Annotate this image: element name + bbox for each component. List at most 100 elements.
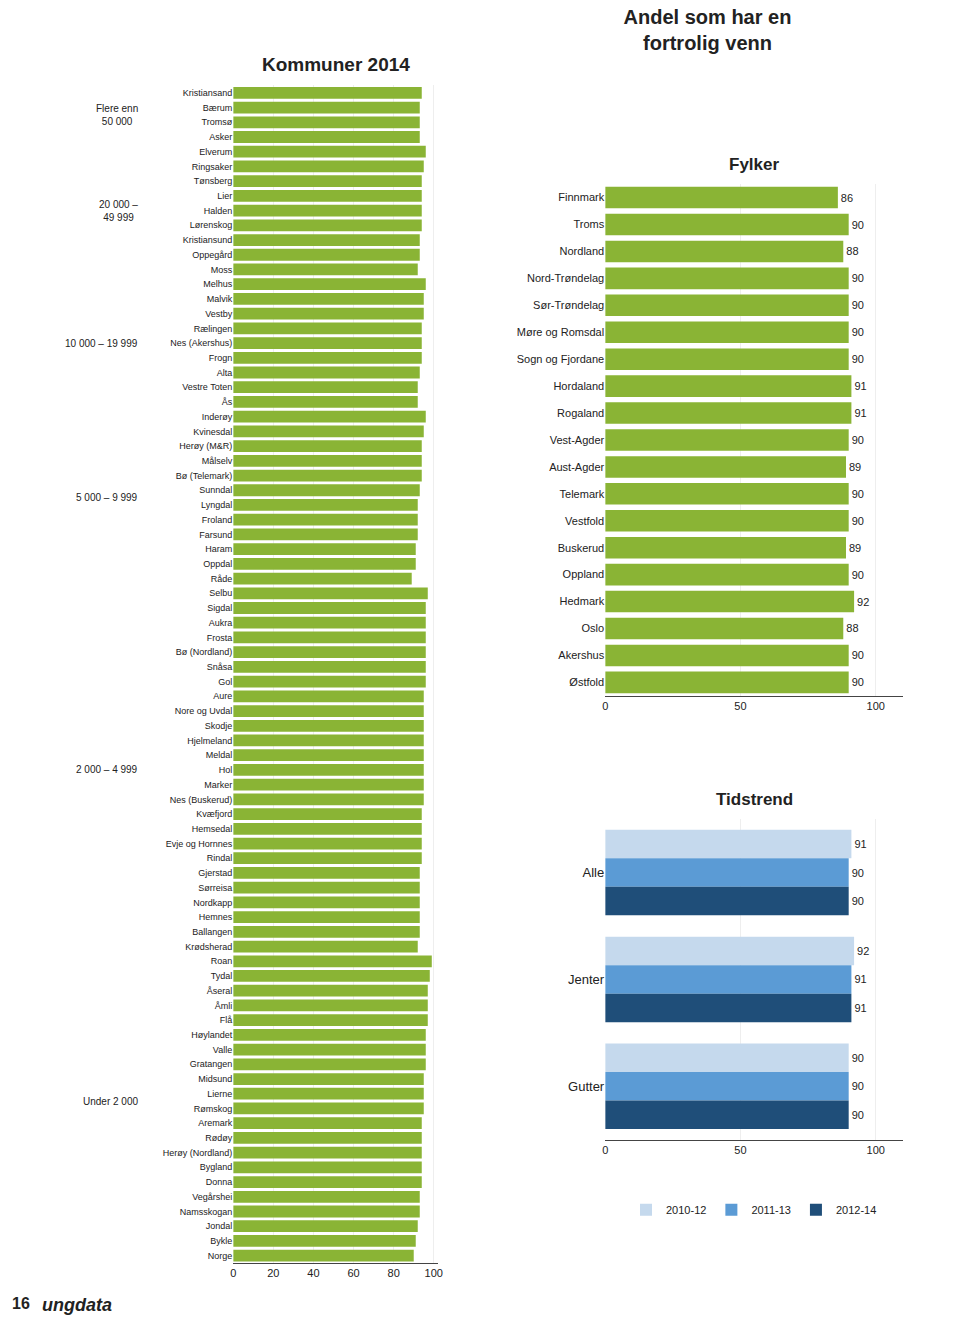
svg-text:2 000 – 4 999: 2 000 – 4 999 [76,764,138,775]
svg-text:90: 90 [852,219,864,231]
svg-text:89: 89 [849,542,861,554]
svg-text:5 000 – 9 999: 5 000 – 9 999 [76,492,138,503]
svg-text:Finnmark: Finnmark [558,191,604,203]
svg-text:Kristiansund: Kristiansund [183,235,233,245]
svg-text:Hemnes: Hemnes [199,912,233,922]
svg-text:Norge: Norge [208,1251,233,1261]
svg-text:Vestre Toten: Vestre Toten [182,382,232,392]
svg-text:Herøy (M&R): Herøy (M&R) [179,441,232,451]
svg-text:Jondal: Jondal [206,1221,233,1231]
svg-text:Kristiansand: Kristiansand [183,88,233,98]
svg-text:20 000 –49 999: 20 000 –49 999 [99,199,138,223]
svg-text:Krødsherad: Krødsherad [185,942,232,952]
svg-text:Ås: Ås [222,397,233,407]
svg-text:Hordaland: Hordaland [553,380,604,392]
svg-text:90: 90 [852,649,864,661]
svg-text:Fylker: Fylker [729,155,779,174]
svg-text:90: 90 [852,488,864,500]
svg-text:Telemark: Telemark [560,488,605,500]
svg-text:Flå: Flå [220,1015,233,1025]
svg-text:90: 90 [852,1052,864,1064]
svg-text:Østfold: Østfold [569,676,604,688]
svg-text:10 000 – 19 999: 10 000 – 19 999 [65,338,138,349]
svg-text:Snåsa: Snåsa [207,662,233,672]
svg-text:Sogn og Fjordane: Sogn og Fjordane [517,353,604,365]
svg-text:91: 91 [854,973,866,985]
svg-text:Jenter: Jenter [568,972,605,987]
svg-text:Åseral: Åseral [207,986,233,996]
svg-text:0: 0 [602,1144,608,1156]
svg-text:Åmli: Åmli [215,1001,233,1011]
svg-text:Gratangen: Gratangen [190,1059,233,1069]
svg-text:ungdata: ungdata [42,1295,112,1315]
svg-text:90: 90 [852,515,864,527]
svg-text:Målselv: Målselv [202,456,233,466]
svg-text:90: 90 [852,299,864,311]
svg-text:Lier: Lier [217,191,232,201]
svg-text:Rogaland: Rogaland [557,407,604,419]
svg-text:89: 89 [849,461,861,473]
svg-text:Midsund: Midsund [198,1074,232,1084]
svg-text:40: 40 [307,1267,319,1279]
svg-text:0: 0 [230,1267,236,1279]
svg-text:Farsund: Farsund [199,530,232,540]
svg-text:2012-14: 2012-14 [836,1204,876,1216]
svg-text:Bø (Nordland): Bø (Nordland) [176,647,233,657]
svg-text:Asker: Asker [209,132,232,142]
svg-text:Ringsaker: Ringsaker [192,162,233,172]
svg-text:100: 100 [867,700,885,712]
svg-text:Melhus: Melhus [203,279,233,289]
svg-text:Hjelmeland: Hjelmeland [187,736,232,746]
svg-text:50: 50 [734,700,746,712]
svg-text:Kommuner 2014: Kommuner 2014 [262,54,410,75]
svg-text:100: 100 [867,1144,885,1156]
svg-text:Buskerud: Buskerud [558,542,604,554]
svg-text:Rindal: Rindal [207,853,233,863]
svg-text:Møre og Romsdal: Møre og Romsdal [517,326,604,338]
svg-text:Flere enn50 000: Flere enn50 000 [96,103,138,127]
svg-text:Moss: Moss [211,265,233,275]
svg-text:Lierne: Lierne [207,1089,232,1099]
svg-text:91: 91 [854,838,866,850]
svg-text:Marker: Marker [204,780,232,790]
svg-text:90: 90 [852,434,864,446]
svg-text:Råde: Råde [211,574,233,584]
svg-text:Troms: Troms [573,218,604,230]
svg-text:Under 2 000: Under 2 000 [83,1096,138,1107]
svg-text:90: 90 [852,326,864,338]
svg-text:Donna: Donna [206,1177,233,1187]
svg-text:50: 50 [734,1144,746,1156]
svg-text:Vest-Agder: Vest-Agder [550,434,605,446]
svg-text:90: 90 [852,895,864,907]
svg-text:100: 100 [425,1267,443,1279]
svg-text:Halden: Halden [204,206,233,216]
svg-text:86: 86 [841,192,853,204]
svg-text:60: 60 [347,1267,359,1279]
svg-text:Tydal: Tydal [211,971,233,981]
svg-text:Vestfold: Vestfold [565,515,604,527]
svg-text:Sør-Trøndelag: Sør-Trøndelag [533,299,604,311]
svg-text:Lyngdal: Lyngdal [201,500,232,510]
svg-text:2011-13: 2011-13 [751,1204,791,1216]
svg-text:Oppland: Oppland [563,568,605,580]
svg-text:Kvæfjord: Kvæfjord [196,809,232,819]
svg-text:Bærum: Bærum [203,103,233,113]
svg-text:Valle: Valle [213,1045,232,1055]
svg-text:90: 90 [852,1080,864,1092]
svg-text:91: 91 [854,407,866,419]
svg-text:Skodje: Skodje [205,721,233,731]
svg-text:Frogn: Frogn [209,353,233,363]
svg-text:88: 88 [846,622,858,634]
svg-text:Froland: Froland [202,515,233,525]
svg-text:91: 91 [854,380,866,392]
svg-text:90: 90 [852,569,864,581]
svg-text:Herøy (Nordland): Herøy (Nordland) [163,1148,233,1158]
svg-text:Haram: Haram [205,544,232,554]
svg-text:Andel som har enfortrolig venn: Andel som har enfortrolig venn [624,6,792,54]
svg-text:Inderøy: Inderøy [202,412,233,422]
svg-text:Alle: Alle [583,865,605,880]
svg-text:90: 90 [852,867,864,879]
svg-text:80: 80 [388,1267,400,1279]
svg-text:2010-12: 2010-12 [666,1204,706,1216]
svg-text:Rødøy: Rødøy [205,1133,233,1143]
